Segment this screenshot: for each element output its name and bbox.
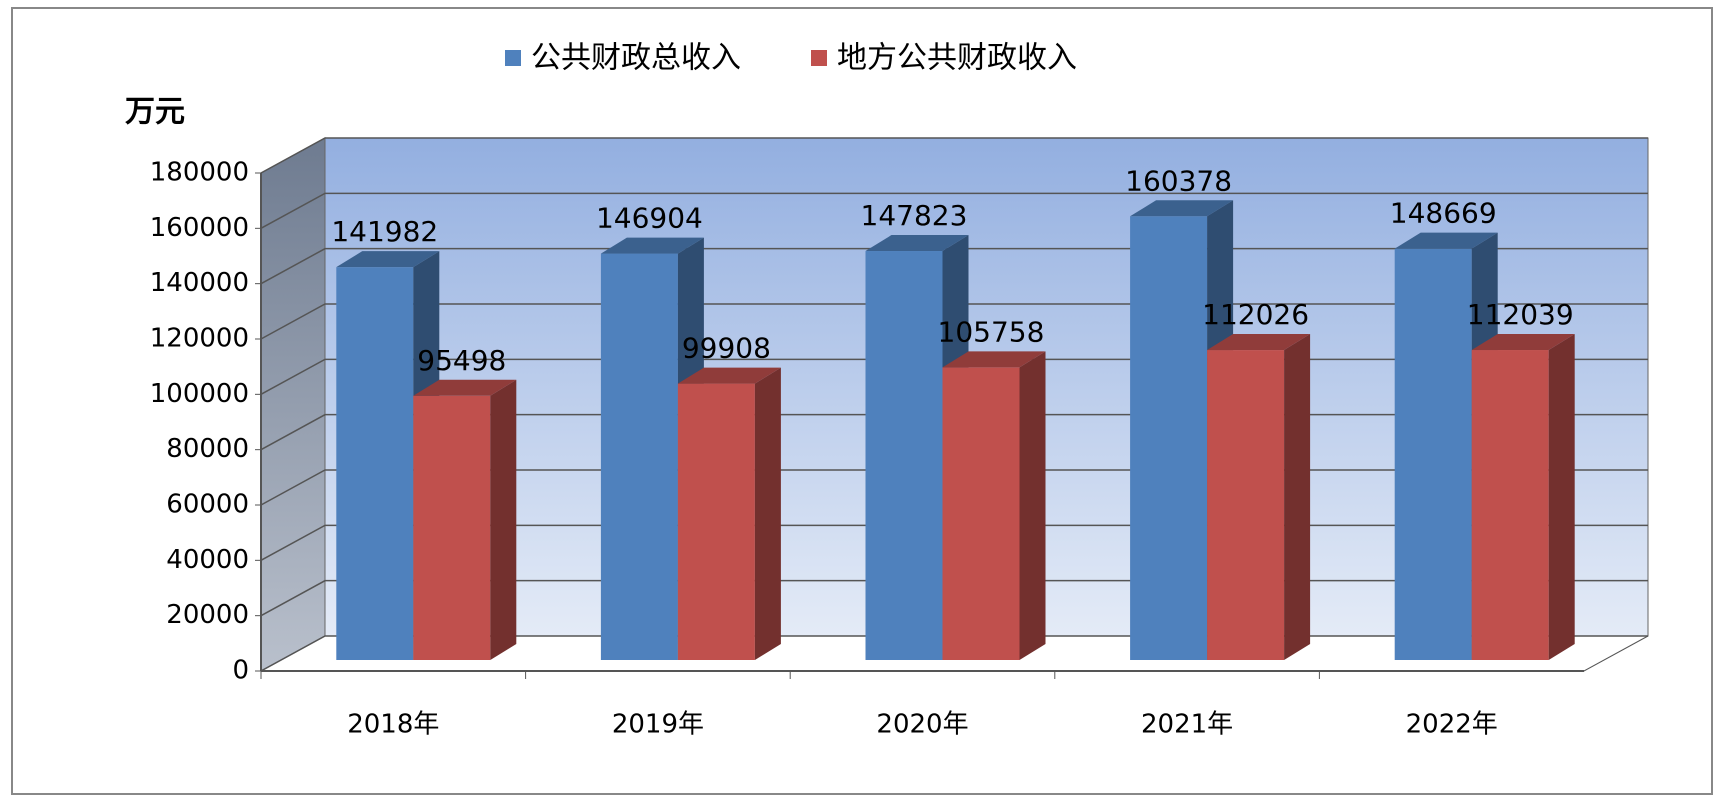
bar-top [677,367,781,384]
labels: 0 20000 40000 60000 80000 100000 120000 140000 1… [150,41,1574,740]
bar-side [1019,351,1046,660]
data-label: 146904 [596,202,703,235]
y-tick-label: 120000 [150,324,249,354]
data-label: 112026 [1202,298,1309,331]
bar-front [942,367,1020,660]
bars [336,200,1575,660]
legend-label: 公共财政总收入 [531,41,741,76]
bar [942,351,1046,660]
x-tick-label: 2018年 [347,710,439,740]
bar-front [1207,350,1285,660]
x-tick-label: 2021年 [1141,710,1233,740]
data-label: 141982 [331,215,438,248]
y-tick-label: 80000 [166,434,249,464]
bar [413,379,517,660]
bar-front [865,251,943,660]
bar [1207,334,1311,660]
bar-top [1394,232,1498,249]
side-wall [260,137,326,672]
y-tick-label: 20000 [166,600,249,630]
data-label: 105758 [938,315,1045,348]
bar [1471,334,1575,660]
bar-top [1207,334,1311,351]
bar-top [1471,334,1575,351]
data-label: 112039 [1467,298,1574,331]
bar-top [942,351,1046,368]
grid-line [260,192,1648,229]
bar-side [754,367,781,660]
x-tick-label: 2019年 [612,710,704,740]
bar-top [1130,200,1234,217]
bar [336,251,440,660]
data-label: 99908 [682,332,771,365]
bar-front [1130,216,1208,660]
bar-front [413,395,491,660]
bar-front [336,267,414,660]
legend-swatch [811,50,827,66]
data-label: 160378 [1125,164,1232,197]
bar-top [336,251,440,268]
bar-top [413,379,517,396]
legend-swatch [505,50,521,66]
y-axis-label: 万元 [125,95,185,130]
grid-line [260,137,1648,174]
y-tick-label: 0 [232,656,249,686]
bar-side [1284,334,1311,660]
y-tick-label: 140000 [150,268,249,298]
bar-top [865,235,969,252]
x-tick-label: 2020年 [876,710,968,740]
bar-front [1471,350,1549,660]
bar-front [1394,248,1472,660]
x-tick-label: 2022年 [1406,710,1498,740]
y-tick-label: 40000 [166,545,249,575]
y-tick-label: 100000 [150,379,249,409]
bar-top [600,237,704,254]
bar-side [1548,334,1575,660]
bar [677,367,781,660]
data-label: 148669 [1390,197,1497,230]
bar-front [600,253,678,660]
y-tick-label: 160000 [150,213,249,243]
bar-front [677,383,755,660]
bar-side [490,379,517,660]
y-tick-label: 60000 [166,490,249,520]
data-label: 95498 [417,344,506,377]
legend-label: 地方公共财政收入 [837,41,1077,76]
data-label: 147823 [861,199,968,232]
y-tick-label: 180000 [150,158,249,188]
